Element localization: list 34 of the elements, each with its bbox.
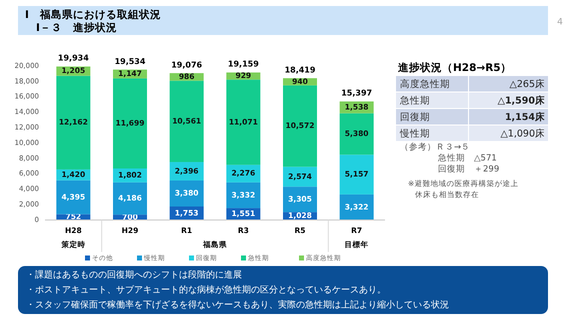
bar: [226, 80, 260, 165]
total-label: 19,159: [228, 60, 260, 69]
text: 進捗状況（H28→R5）: [397, 60, 512, 74]
text: ・ポストアキュート、サブアキュート的な病棟が急性期の区分となっているケースあり。: [26, 284, 386, 296]
bar: [340, 154, 374, 194]
text: 4: [557, 17, 564, 28]
text: 回復期 ＋299: [438, 163, 500, 174]
bar: [56, 180, 90, 214]
bar: [283, 186, 317, 212]
text: ・スタッフ確保面で稼働率を下げざるを得ないケースもあり、実際の急性期は上記より縮小している状況: [26, 299, 449, 310]
chart-subtitle: Ⅰ－３ 進捗状況: [36, 20, 117, 34]
text: 急性期: [399, 94, 430, 106]
text: △265床: [510, 78, 545, 90]
text: 急性期 △571: [437, 152, 497, 164]
total-label: 19,076: [171, 60, 203, 70]
text: 回復期: [400, 110, 430, 123]
text: △1,090床: [500, 127, 545, 140]
chart-title: Ⅰ 福島県における取組状況: [25, 8, 161, 21]
bar: [170, 80, 204, 162]
total-label: 19,534: [114, 56, 146, 66]
total-label: 19,934: [58, 54, 90, 63]
total-label: 18,419: [284, 65, 316, 74]
bar: [113, 78, 147, 168]
text: △1,590床: [498, 94, 546, 106]
bar: [340, 113, 374, 155]
bar: [56, 76, 90, 170]
text: ・課題はあるものの回復期へのシフトは段階的に進展: [26, 269, 242, 280]
text: （参考）Ｒ３→５: [400, 141, 470, 152]
text: 高度急性期: [400, 78, 450, 90]
text: 1,154床: [504, 110, 546, 123]
text: 慢性期: [399, 127, 430, 140]
bar: [113, 182, 147, 215]
total-label: 15,397: [341, 88, 372, 98]
bar: [283, 85, 317, 167]
